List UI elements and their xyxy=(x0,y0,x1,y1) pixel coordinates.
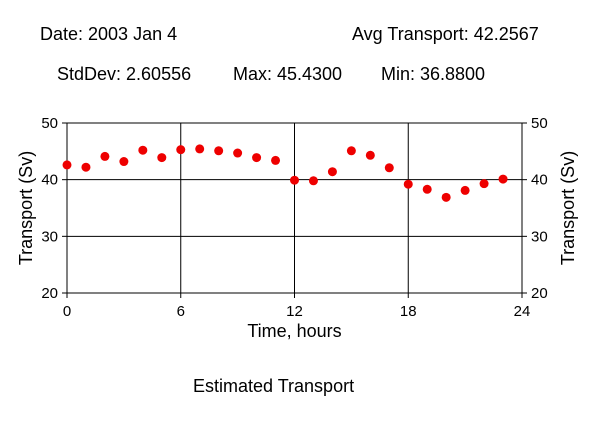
data-point xyxy=(327,167,337,177)
data-point xyxy=(384,163,394,173)
data-point xyxy=(365,150,375,160)
avg-transport-label: Avg Transport: 42.2567 xyxy=(352,24,539,44)
date-label: Date: 2003 Jan 4 xyxy=(40,24,178,44)
x-tick-label: 18 xyxy=(400,303,417,320)
x-tick-label: 24 xyxy=(514,303,531,320)
y-tick-label-right: 30 xyxy=(531,228,548,245)
data-point xyxy=(176,145,186,155)
y-tick-label-right: 40 xyxy=(531,172,548,189)
stddev-label: StdDev: 2.60556 xyxy=(57,64,192,84)
data-point xyxy=(252,153,262,163)
y-tick-label-left: 40 xyxy=(41,172,58,189)
y-tick-label-left: 50 xyxy=(41,115,58,132)
min-label: Min: 36.8800 xyxy=(381,64,486,84)
y-tick-label-left: 30 xyxy=(41,228,58,245)
x-tick-label: 0 xyxy=(63,303,71,320)
y-tick-label-left: 20 xyxy=(41,285,58,302)
x-tick-label: 12 xyxy=(286,303,303,320)
x-tick-label: 6 xyxy=(177,303,185,320)
y-tick-label-right: 50 xyxy=(531,115,548,132)
data-point xyxy=(479,179,489,189)
y-axis-label-left: Transport (Sv) xyxy=(16,151,36,265)
data-point xyxy=(81,162,91,172)
data-point xyxy=(346,146,356,156)
data-point xyxy=(100,151,110,161)
data-point xyxy=(271,155,281,165)
data-point xyxy=(157,153,167,163)
max-label: Max: 45.4300 xyxy=(233,64,343,84)
chart-caption: Estimated Transport xyxy=(193,376,355,396)
data-point xyxy=(195,144,205,154)
data-point xyxy=(214,146,224,156)
x-axis-label: Time, hours xyxy=(247,321,341,341)
data-point xyxy=(138,145,148,155)
data-point xyxy=(290,175,299,185)
data-point xyxy=(460,185,470,195)
data-point xyxy=(308,176,318,186)
data-point xyxy=(119,157,129,167)
y-tick-label-right: 20 xyxy=(531,285,548,302)
data-points xyxy=(62,144,508,202)
data-point xyxy=(498,174,508,184)
data-point xyxy=(403,179,413,189)
grid-lines xyxy=(67,123,522,293)
data-point xyxy=(422,184,432,194)
y-axis-label-right: Transport (Sv) xyxy=(558,151,578,265)
data-point xyxy=(62,160,72,170)
data-point xyxy=(233,148,243,158)
data-point xyxy=(441,192,451,202)
